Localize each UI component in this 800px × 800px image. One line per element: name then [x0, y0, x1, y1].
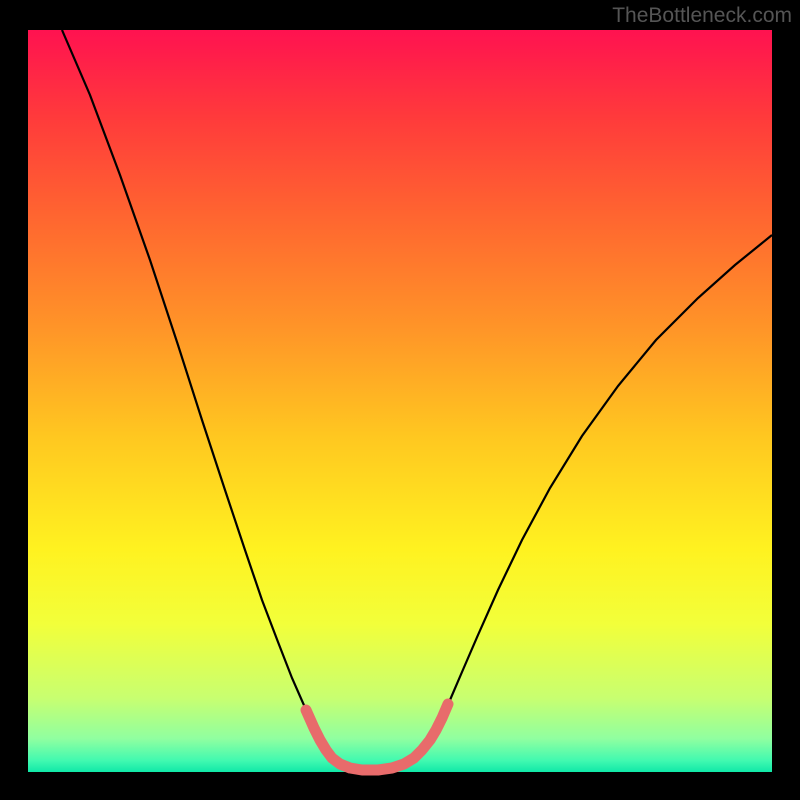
watermark-text: TheBottleneck.com	[612, 4, 792, 28]
chart-root: TheBottleneck.com	[0, 0, 800, 800]
plot-background	[28, 30, 772, 772]
chart-svg	[0, 0, 800, 800]
